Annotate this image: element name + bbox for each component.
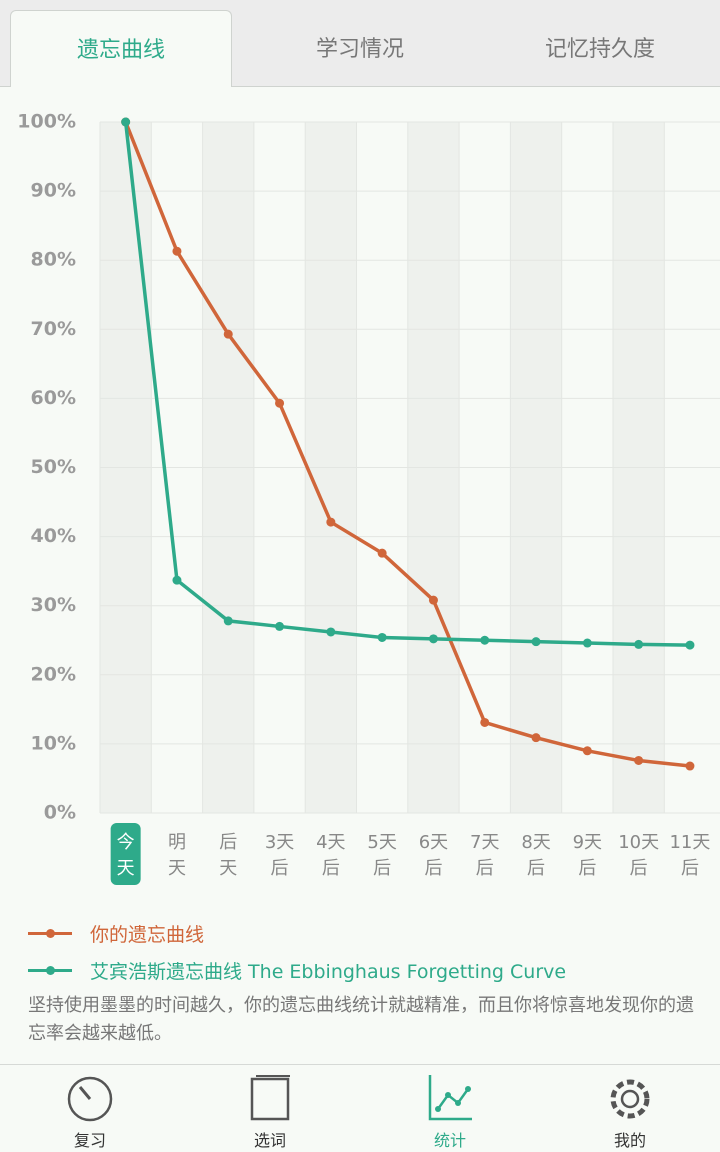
data-point bbox=[685, 640, 695, 650]
data-point bbox=[172, 575, 182, 585]
tab[interactable]: 遗忘曲线 bbox=[10, 10, 232, 87]
legend-dot bbox=[46, 966, 55, 975]
bottom-nav: 复习 选词 统计 我的 bbox=[0, 1064, 720, 1152]
data-point bbox=[531, 733, 541, 743]
data-point bbox=[377, 548, 387, 558]
legend-label: 你的遗忘曲线 bbox=[90, 924, 205, 946]
x-tick-label: 8天后 bbox=[521, 832, 550, 879]
data-point bbox=[428, 595, 438, 605]
y-tick-label: 80% bbox=[31, 249, 76, 271]
data-point bbox=[275, 621, 285, 631]
nav-label: 复习 bbox=[73, 1131, 106, 1150]
data-point bbox=[326, 517, 336, 527]
y-tick-label: 40% bbox=[31, 525, 76, 547]
nav-item[interactable]: 我的 bbox=[540, 1065, 720, 1152]
icon bbox=[428, 1075, 472, 1121]
data-point bbox=[582, 746, 592, 756]
y-tick-label: 60% bbox=[31, 387, 76, 409]
data-point bbox=[685, 761, 695, 771]
tab-bar: 遗忘曲线 学习情况 记忆持久度 bbox=[0, 0, 720, 87]
icon bbox=[610, 1079, 650, 1119]
y-tick-label: 50% bbox=[31, 456, 76, 478]
x-tick-label: 后天 bbox=[219, 832, 237, 879]
series-line bbox=[124, 121, 691, 768]
nav-label: 我的 bbox=[613, 1131, 646, 1150]
data-point bbox=[480, 717, 490, 727]
today-badge bbox=[110, 823, 141, 885]
data-point bbox=[634, 639, 644, 649]
data-point bbox=[275, 398, 285, 408]
x-tick-label: 5天后 bbox=[367, 832, 396, 879]
x-tick-label: 今天 bbox=[117, 832, 135, 879]
y-tick-label: 20% bbox=[31, 663, 76, 685]
data-point bbox=[582, 638, 592, 648]
series-line bbox=[123, 121, 690, 647]
x-tick-label: 7天后 bbox=[470, 832, 499, 879]
x-tick-label: 11天后 bbox=[669, 832, 710, 879]
legend-label: 艾宾浩斯遗忘曲线 The Ebbinghaus Forgetting Curve bbox=[90, 961, 567, 983]
data-point bbox=[121, 117, 131, 127]
y-tick-label: 70% bbox=[31, 318, 76, 340]
data-point bbox=[377, 632, 387, 642]
data-point bbox=[326, 627, 336, 637]
nav-label: 统计 bbox=[433, 1131, 466, 1150]
data-point bbox=[428, 634, 438, 644]
nav-item[interactable]: 复习 bbox=[0, 1065, 180, 1152]
legend-dot bbox=[46, 929, 55, 938]
note: 坚持使用墨墨的时间越久，你的遗忘曲线统计就越精准，而且你将惊喜地发现你的遗忘率会… bbox=[28, 995, 694, 1044]
icon bbox=[250, 1075, 290, 1121]
y-tick-label: 30% bbox=[31, 594, 76, 616]
y-tick-label: 0% bbox=[44, 802, 76, 824]
x-tick-label: 4天后 bbox=[316, 832, 345, 879]
x-tick-label: 10天后 bbox=[618, 832, 659, 879]
y-tick-label: 90% bbox=[31, 180, 76, 202]
data-point bbox=[223, 329, 233, 339]
nav-item[interactable]: 统计 bbox=[360, 1065, 540, 1152]
nav-label: 选词 bbox=[253, 1131, 286, 1150]
data-point bbox=[223, 616, 233, 626]
x-tick-label: 明天 bbox=[168, 832, 186, 879]
data-point bbox=[634, 755, 644, 765]
y-tick-label: 100% bbox=[17, 111, 76, 133]
tab[interactable]: 学习情况 bbox=[315, 37, 404, 62]
data-point bbox=[531, 637, 541, 647]
nav-item[interactable]: 选词 bbox=[180, 1065, 360, 1152]
x-tick-label: 3天后 bbox=[265, 832, 294, 879]
icon bbox=[67, 1076, 113, 1122]
tab[interactable]: 记忆持久度 bbox=[544, 37, 655, 62]
data-point bbox=[480, 635, 490, 645]
data-point bbox=[172, 246, 182, 256]
x-tick-label: 9天后 bbox=[573, 832, 602, 879]
y-tick-label: 10% bbox=[31, 732, 76, 754]
x-tick-label: 6天后 bbox=[419, 832, 448, 879]
